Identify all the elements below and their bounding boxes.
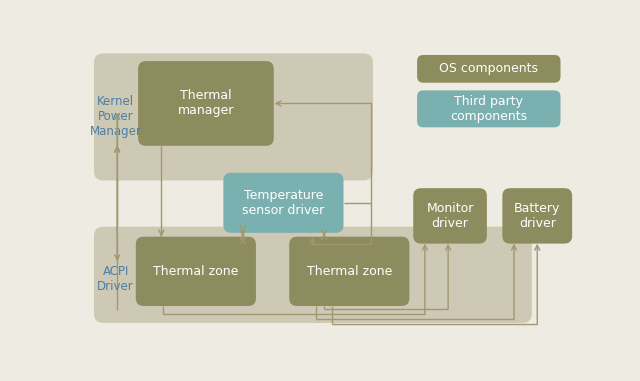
Text: Battery
driver: Battery driver (514, 202, 561, 230)
FancyBboxPatch shape (223, 173, 344, 233)
FancyBboxPatch shape (413, 188, 487, 243)
Text: Thermal
manager: Thermal manager (178, 90, 234, 117)
Text: Third party
components: Third party components (451, 95, 527, 123)
Text: ACPI
Driver: ACPI Driver (97, 265, 134, 293)
FancyBboxPatch shape (136, 237, 256, 306)
FancyBboxPatch shape (289, 237, 410, 306)
Text: Thermal zone: Thermal zone (307, 265, 392, 278)
Text: Kernel
Power
Manager: Kernel Power Manager (90, 96, 141, 138)
FancyBboxPatch shape (502, 188, 572, 243)
FancyBboxPatch shape (94, 227, 532, 323)
FancyBboxPatch shape (417, 55, 561, 83)
Text: OS components: OS components (439, 62, 538, 75)
FancyBboxPatch shape (138, 61, 274, 146)
FancyBboxPatch shape (94, 53, 373, 181)
Text: Temperature
sensor driver: Temperature sensor driver (243, 189, 324, 217)
Text: Monitor
driver: Monitor driver (426, 202, 474, 230)
FancyBboxPatch shape (417, 90, 561, 127)
Text: Thermal zone: Thermal zone (153, 265, 239, 278)
